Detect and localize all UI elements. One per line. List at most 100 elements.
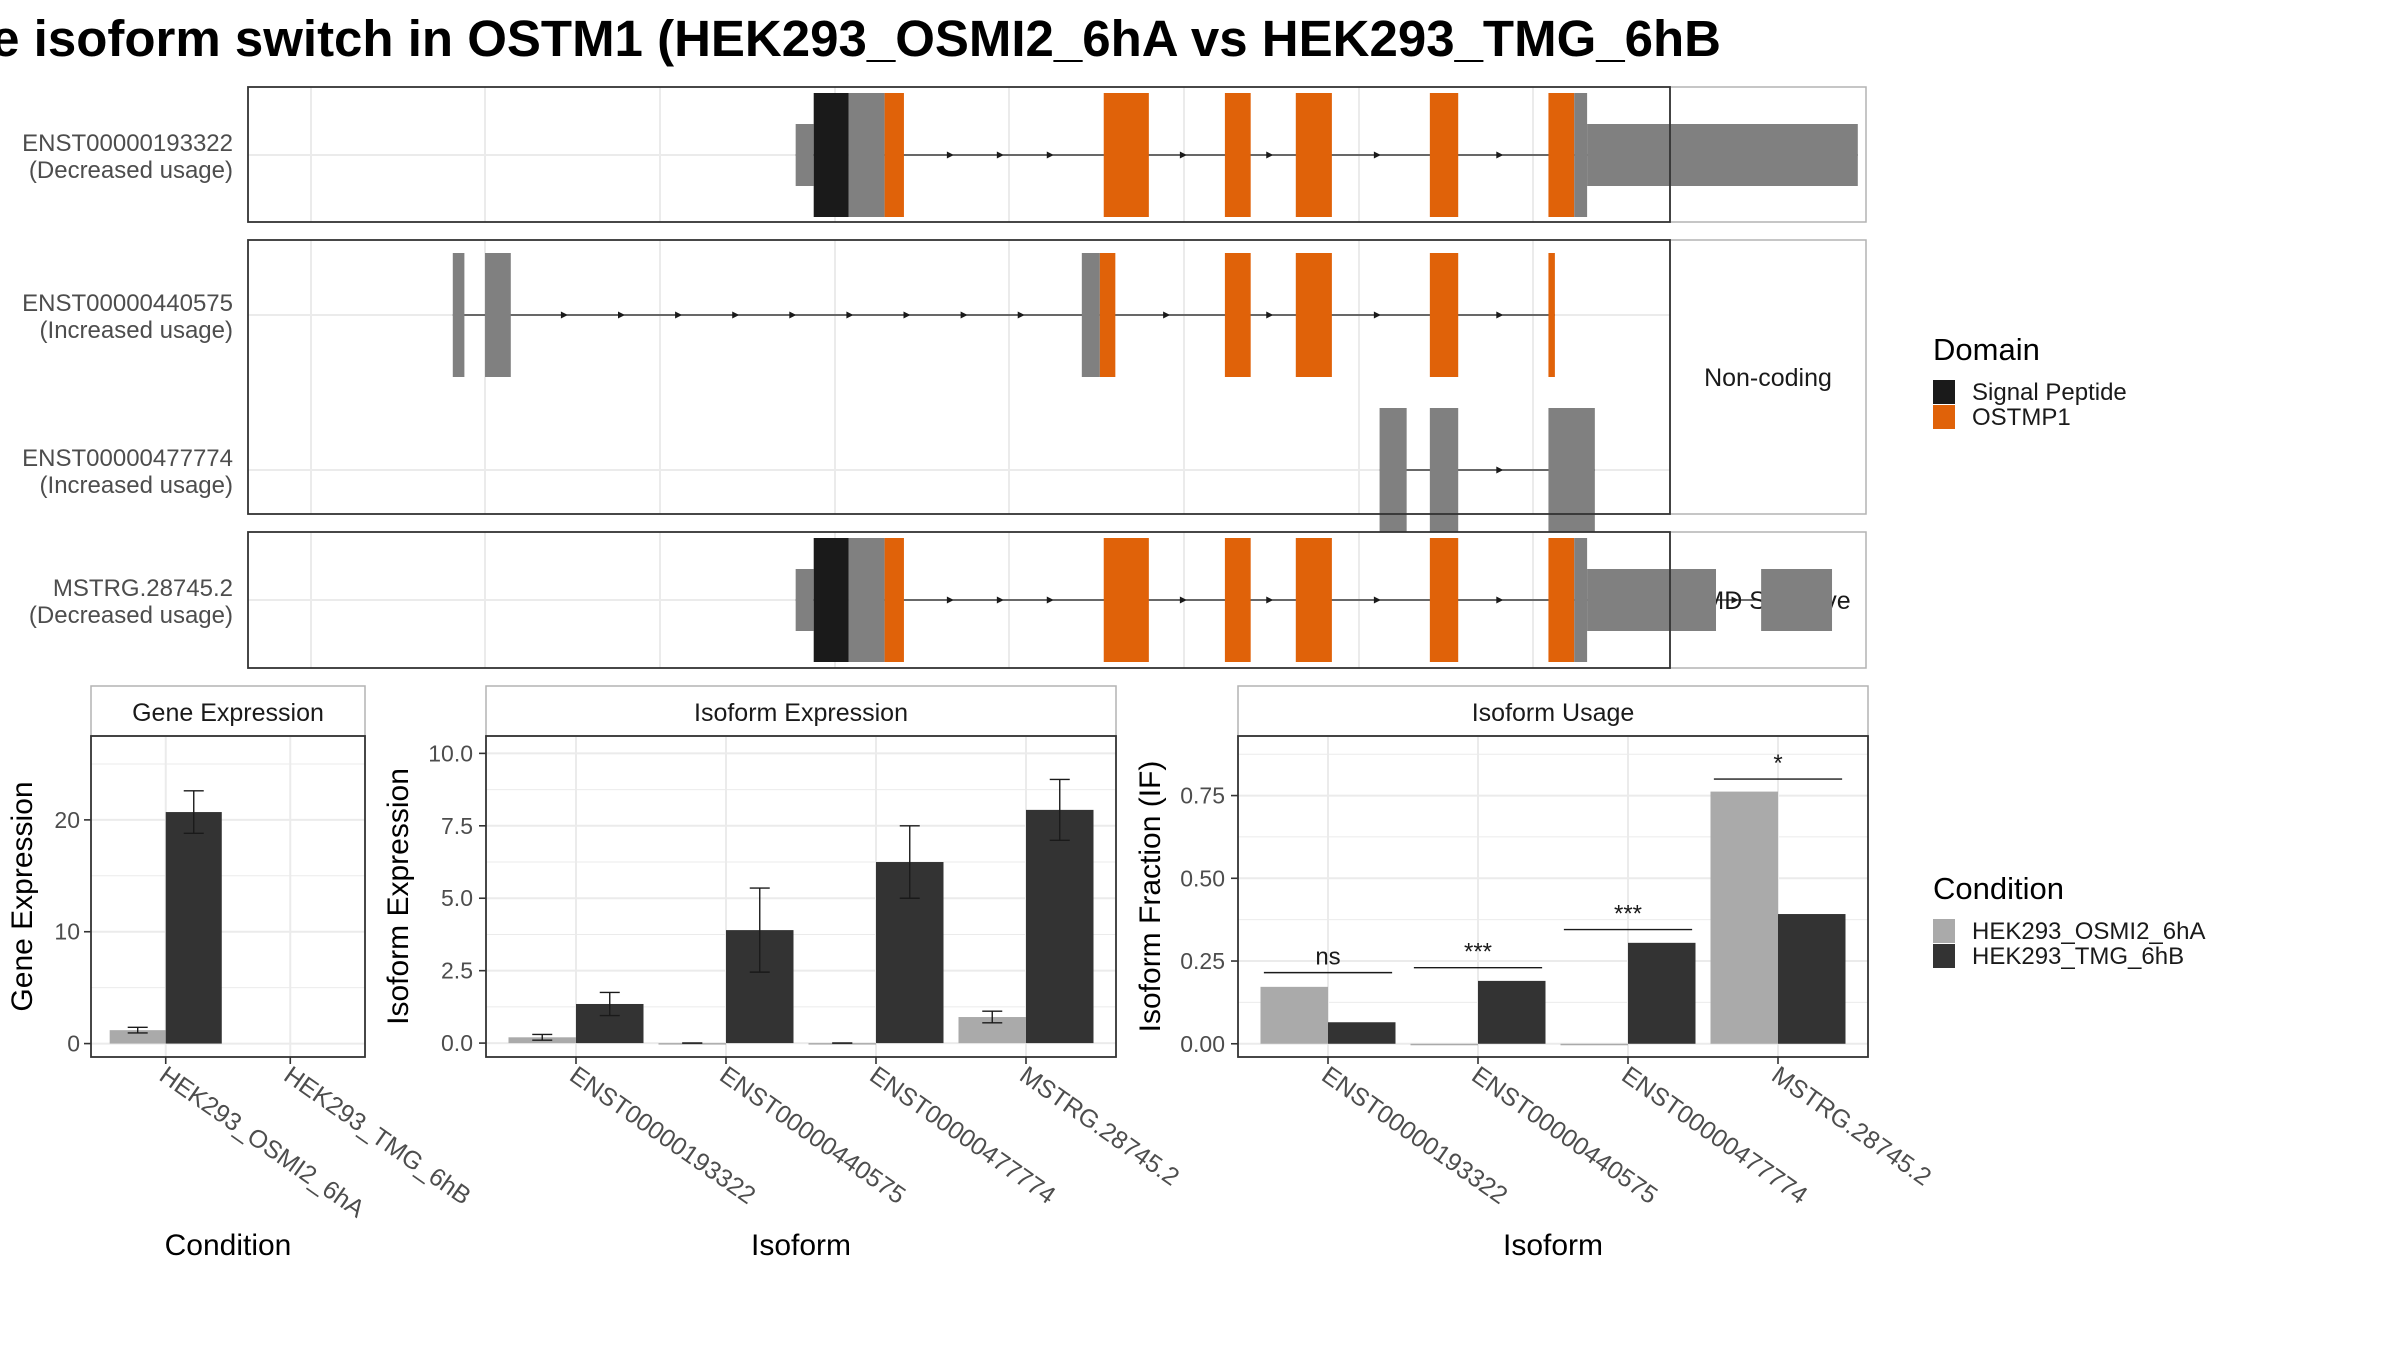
intron-arrow — [1496, 151, 1504, 159]
ostmp1-exon — [1295, 538, 1332, 662]
ostmp1-exon — [884, 93, 904, 217]
ostmp1-exon — [1295, 253, 1332, 377]
ostmp1-exon — [1099, 253, 1116, 377]
ostmp1-exon — [1429, 93, 1459, 217]
error-bar — [899, 825, 920, 899]
intron-arrow — [1266, 596, 1274, 604]
transcript-usage: (Increased usage) — [40, 472, 233, 499]
transcript-name: ENST00000193322 — [22, 130, 233, 157]
structure-facet-0: CodingENST00000193322(Decreased usage) — [22, 86, 1867, 223]
chart-panel-border — [90, 735, 366, 1058]
transcript-track: ENST00000193322(Decreased usage) — [22, 93, 1858, 217]
legend-swatch — [1933, 380, 1955, 404]
bar-cond-a — [1410, 1043, 1478, 1046]
signal_peptide-exon — [813, 538, 849, 662]
intron-arrow — [1163, 311, 1171, 319]
ostmp1-exon — [1295, 93, 1332, 217]
intron-arrow — [560, 311, 568, 319]
y-tick-label: 20 — [54, 807, 80, 833]
error-bar — [183, 790, 204, 835]
other-exon — [1548, 408, 1595, 532]
other-exon — [1574, 538, 1588, 662]
intron-arrow — [1046, 151, 1054, 159]
figure-title: he isoform switch in OSTM1 (HEK293_OSMI2… — [0, 10, 1721, 67]
ostmp1-exon — [1103, 93, 1149, 217]
bar-cond-a — [109, 1030, 166, 1044]
intron-arrow — [960, 311, 968, 319]
y-tick-label: 7.5 — [441, 813, 473, 839]
bar-cond-a — [1560, 1043, 1628, 1046]
intron-arrow — [789, 311, 797, 319]
chart-panel-bg — [91, 736, 365, 1057]
facet-strip-label: Non-coding — [1704, 364, 1832, 392]
bar-cond-b — [1478, 980, 1546, 1044]
ostmp1-exon — [1429, 538, 1459, 662]
facet-panel-border — [247, 86, 1671, 223]
other-exon — [452, 253, 465, 377]
bar-cond-b — [1026, 809, 1094, 1044]
intron-arrow — [1496, 311, 1504, 319]
transcript-usage: (Decreased usage) — [29, 157, 233, 184]
ostmp1-exon — [1224, 253, 1251, 377]
intron-arrow — [846, 311, 854, 319]
ostmp1-exon — [1429, 253, 1459, 377]
intron-arrow — [1496, 466, 1504, 474]
chart-strip-box — [485, 685, 1117, 737]
intron-arrow — [1373, 311, 1381, 319]
y-tick-label: 0.25 — [1180, 948, 1225, 974]
bar-cond-a — [1260, 986, 1328, 1044]
bar-cond-a — [1710, 791, 1778, 1044]
intron-arrow — [618, 311, 626, 319]
facet-panel-border — [247, 531, 1671, 669]
y-axis-label: Isoform Expression — [382, 768, 415, 1025]
ostmp1-exon — [884, 538, 904, 662]
utr-exon — [1587, 124, 1858, 186]
intron-arrow — [996, 151, 1004, 159]
legend-item-label: OSTMP1 — [1972, 404, 2071, 431]
intron-arrow — [903, 311, 911, 319]
intron-arrow — [1017, 311, 1025, 319]
ostmp1-exon — [1548, 253, 1555, 377]
other-exon — [1379, 408, 1407, 532]
x-axis-label: Condition — [165, 1229, 292, 1262]
intron-arrow — [1373, 596, 1381, 604]
y-tick-label: 0 — [67, 1031, 80, 1057]
error-bar — [532, 1033, 553, 1041]
ostmp1-exon — [1548, 538, 1575, 662]
chart-panel-border — [1237, 735, 1869, 1058]
error-bar — [982, 1010, 1003, 1024]
x-axis-label: Isoform — [751, 1229, 851, 1262]
ostmp1-exon — [1103, 538, 1149, 662]
expression-bar-charts: Gene Expression 0 10 20 Gene Expression HEK29… — [6, 685, 1936, 1262]
intron-arrow — [1266, 311, 1274, 319]
legend-swatch — [1933, 919, 1955, 943]
chart-strip-box — [90, 685, 366, 737]
bar-cond-b — [1328, 1022, 1396, 1044]
other-exon — [848, 538, 885, 662]
error-bar — [127, 1026, 148, 1034]
bar-cond-a — [808, 1043, 876, 1045]
significance-label: ns — [1315, 944, 1340, 971]
ostmp1-exon — [1224, 538, 1251, 662]
y-tick-label: 0.0 — [441, 1030, 473, 1056]
y-tick-label: 10.0 — [428, 740, 473, 766]
utr-exon — [795, 569, 814, 631]
transcript-name: ENST00000477774 — [22, 445, 233, 472]
other-exon — [485, 253, 511, 377]
facet-panel-border — [247, 239, 1671, 515]
intron-arrow — [1179, 151, 1187, 159]
ostmp1-exon — [1548, 93, 1575, 217]
significance-label: *** — [1464, 939, 1492, 966]
x-axis-label: Isoform — [1503, 1229, 1603, 1262]
error-bar — [599, 991, 620, 1017]
intron-arrow — [1496, 596, 1504, 604]
intron-arrow — [675, 311, 683, 319]
transcript-track: ENST00000477774(Increased usage) — [22, 408, 1595, 532]
utr-exon — [1587, 569, 1717, 631]
transcript-track: MSTRG.28745.2(Decreased usage) — [29, 538, 1833, 662]
bar-cond-b — [1628, 942, 1696, 1044]
y-tick-label: 0.00 — [1180, 1031, 1225, 1057]
